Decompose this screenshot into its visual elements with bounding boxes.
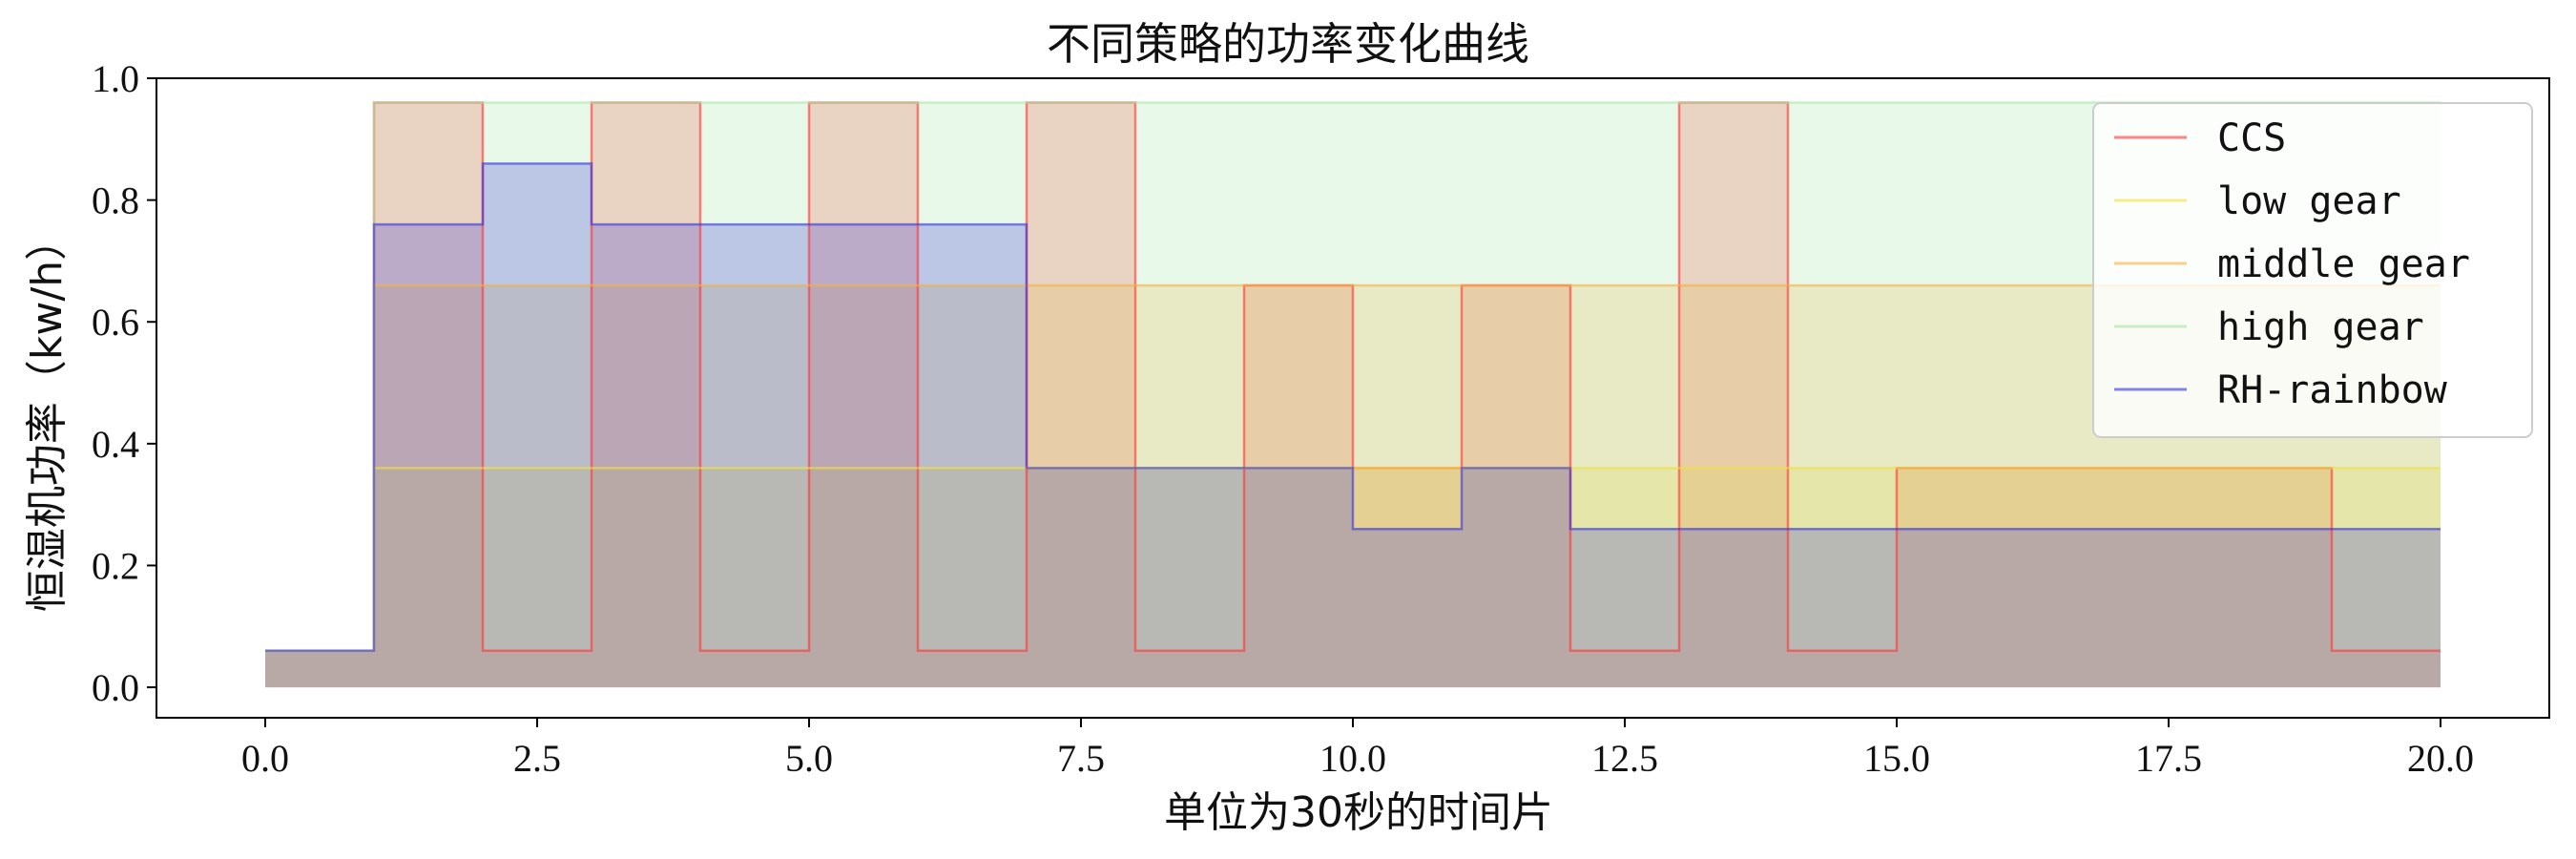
y-axis-label: 恒湿机功率（kw/h） [23,219,72,612]
y-tick-label: 0.6 [92,301,139,344]
series-line-rh-rainbow [265,162,2441,653]
x-tick-label: 10.0 [1319,737,1386,780]
y-tick-label: 0.0 [92,666,139,709]
series-lines [265,101,2441,653]
legend-label-low-gear: low gear [2217,179,2401,223]
legend-label-middle-gear: middle gear [2217,242,2470,286]
legend-label-ccs: CCS [2217,116,2286,160]
x-axis-ticks: 0.0 2.5 5.0 7.5 10.0 12.5 15.0 17.5 20.0 [241,718,2474,780]
x-axis-label: 单位为30秒的时间片 [1164,788,1553,837]
x-tick-label: 2.5 [513,737,561,780]
x-tick-label: 17.5 [2135,737,2202,780]
x-tick-label: 7.5 [1057,737,1105,780]
y-tick-label: 0.8 [92,179,139,222]
y-axis-ticks: 0.0 0.2 0.4 0.6 0.8 1.0 [92,57,156,709]
series-line-high-gear [265,101,2441,653]
x-tick-label: 12.5 [1591,737,1658,780]
legend-box [2092,102,2533,438]
chart-title: 不同策略的功率变化曲线 [1047,18,1529,70]
series-line-middle-gear [265,283,2441,653]
x-tick-label: 15.0 [1863,737,1930,780]
y-tick-label: 0.4 [92,423,139,466]
legend: CCS low gear middle gear high gear RH-rainbo… [2092,102,2533,438]
legend-label-high-gear: high gear [2217,305,2424,349]
legend-label-rh-rainbow: RH-rainbow [2217,368,2448,412]
y-tick-label: 0.2 [92,544,139,587]
y-tick-label: 1.0 [92,57,139,100]
x-tick-label: 5.0 [785,737,833,780]
x-tick-label: 20.0 [2407,737,2474,780]
x-tick-label: 0.0 [241,737,289,780]
